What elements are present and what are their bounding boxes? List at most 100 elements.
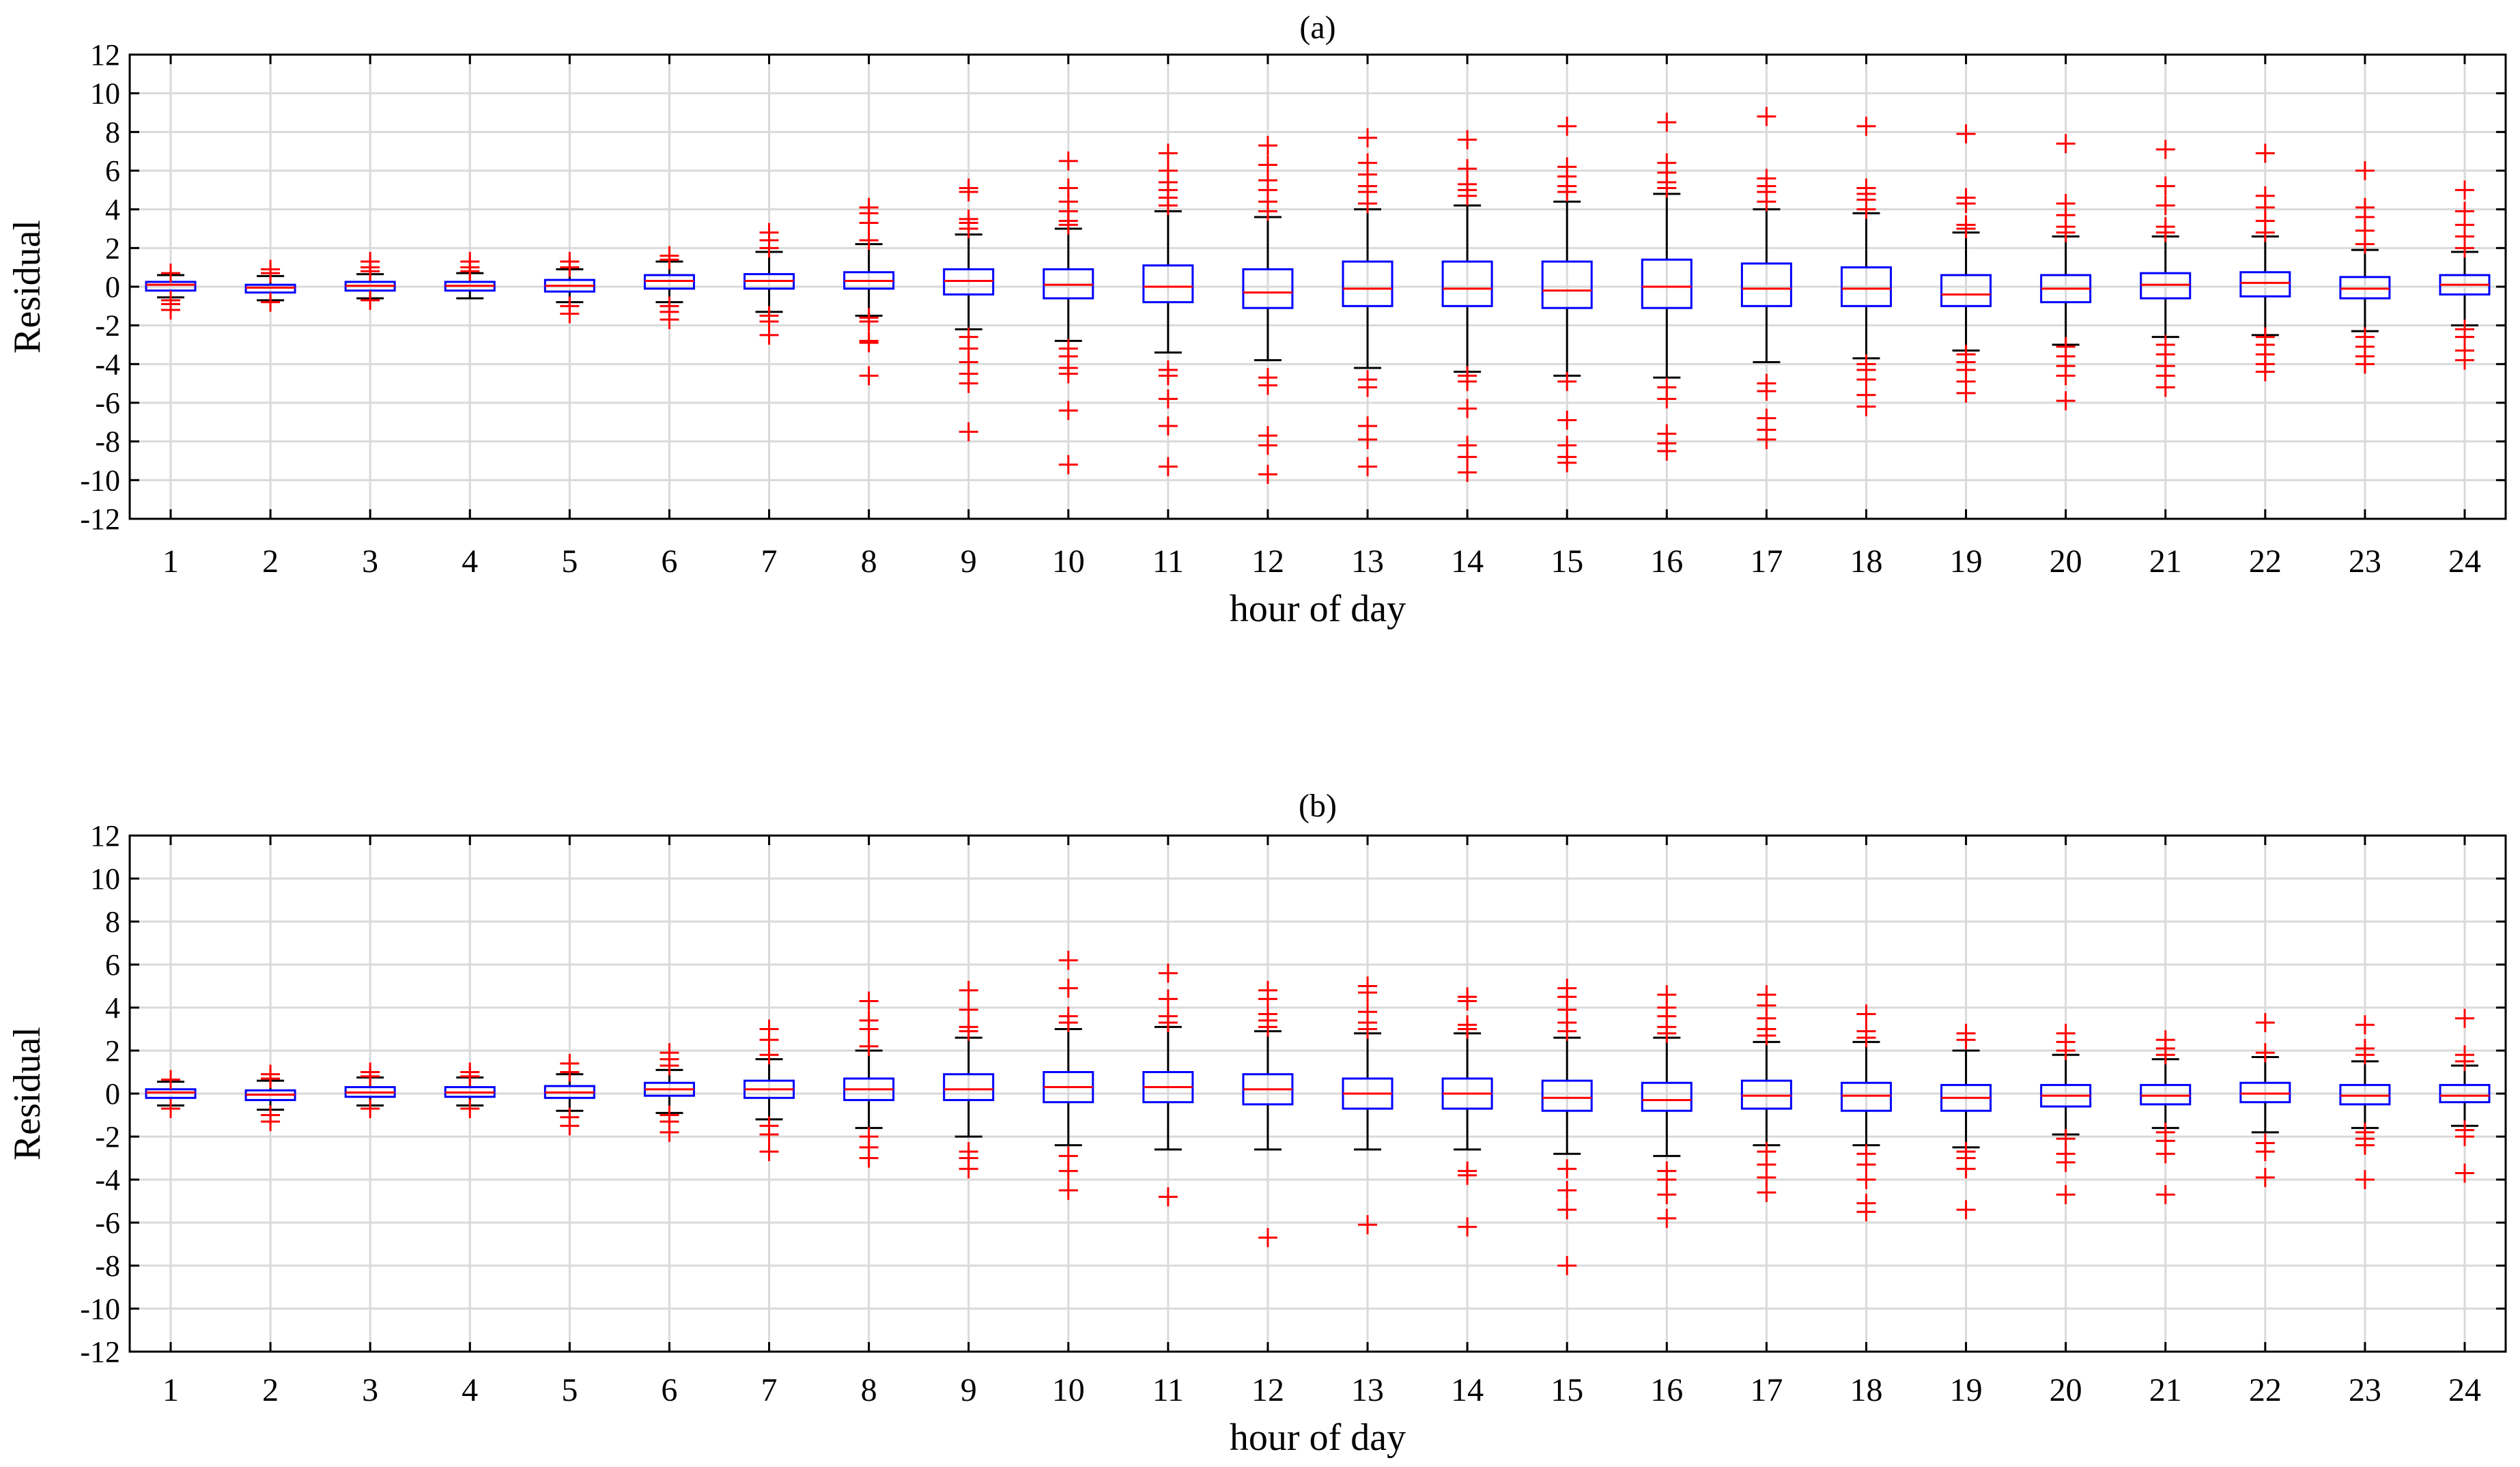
box-hour-8 [843,991,895,1168]
outlier-point [1358,976,1378,996]
outlier-point [2455,201,2474,221]
x-tick-label: 1 [162,543,179,580]
box-hour-1 [145,264,197,319]
x-tick-label: 3 [362,1372,378,1408]
outlier-point [1058,1146,1078,1166]
outlier-point [560,252,580,272]
x-tick-label: 13 [1351,1372,1384,1408]
x-tick-label: 13 [1351,543,1384,580]
panel-b-title: (b) [1299,788,1337,824]
iqr-box [1441,260,1493,307]
outlier-point [2255,186,2275,205]
x-tick-label: 4 [462,543,478,580]
y-tick-label: 6 [105,154,120,188]
outlier-point [1856,1193,1876,1213]
outlier-point [1058,151,1078,171]
y-tick-label: -10 [80,1292,120,1326]
iqr-box [2140,1083,2192,1106]
outlier-point [2455,180,2474,200]
outlier-point [1557,1256,1577,1275]
outlier-point [261,1064,281,1084]
box-hour-14 [1441,130,1493,482]
outlier-point [161,1070,180,1089]
outlier-point [1058,339,1078,358]
outlier-point [161,1099,180,1119]
x-tick-label: 23 [2349,1372,2381,1408]
box-hour-1 [145,1070,197,1119]
outlier-point [1158,1187,1178,1207]
outlier-point [2455,1045,2474,1065]
y-tick-label: -12 [80,1335,120,1369]
outlier-point [1258,368,1277,388]
outlier-point [1657,424,1677,444]
outlier-point [2155,335,2175,354]
box-hour-4 [444,252,496,300]
outlier-point [1358,370,1378,389]
outlier-point [660,296,679,316]
outlier-point [959,178,978,198]
x-tick-label: 17 [1750,543,1783,580]
y-tick-label: 12 [90,819,120,853]
panel-a-title: (a) [1299,10,1335,46]
y-tick-label: 4 [105,991,120,1025]
box-hour-5 [543,252,595,324]
outlier-point [1657,378,1677,397]
outlier-point [2255,1013,2275,1033]
outlier-point [859,1010,879,1030]
x-tick-label: 5 [561,543,578,580]
x-tick-label: 14 [1451,1372,1484,1408]
outlier-point [360,252,380,272]
y-tick-label: 4 [105,193,120,227]
y-tick-label: -4 [95,347,120,381]
x-tick-label: 24 [2448,543,2481,580]
x-tick-label: 4 [462,1372,478,1408]
outlier-point [859,231,879,250]
box-hour-18 [1840,116,1892,416]
outlier-point [759,1019,779,1039]
outlier-point [1358,1215,1378,1235]
x-tick-label: 7 [761,543,778,580]
outlier-point [560,1053,580,1073]
x-tick-label: 2 [262,543,279,580]
outlier-point [1358,153,1378,173]
iqr-box [2339,1083,2391,1106]
y-tick-label: 10 [90,862,120,896]
x-tick-label: 14 [1451,543,1484,580]
outlier-point [1657,153,1677,173]
outlier-point [959,1142,978,1162]
outlier-point [1956,1142,1976,1162]
outlier-point [1856,1021,1876,1041]
box-hour-23 [2339,161,2391,374]
outlier-point [1557,116,1577,136]
x-tick-label: 21 [2149,1372,2182,1408]
outlier-point [1258,980,1277,1000]
outlier-point [1158,360,1178,380]
outlier-point [759,223,779,242]
x-tick-label: 5 [561,1372,578,1408]
outlier-point [2255,143,2275,163]
x-tick-label: 2 [262,1372,279,1408]
box-hour-4 [444,1062,496,1119]
outlier-point [1258,136,1277,156]
iqr-box [1840,266,1892,307]
iqr-box [1740,262,1792,307]
box-hour-5 [543,1053,595,1136]
outlier-point [859,1127,879,1146]
box-hour-7 [744,223,795,345]
outlier-point [1058,978,1078,998]
outlier-point [1557,1180,1577,1200]
outlier-point [759,1142,779,1162]
outlier-point [1856,1144,1876,1164]
outlier-point [1058,1180,1078,1200]
outlier-point [560,296,580,316]
box-hour-21 [2140,139,2192,397]
box-hour-16 [1641,113,1693,461]
box-hour-6 [643,246,695,330]
box-hour-10 [1043,151,1094,474]
box-hour-15 [1541,116,1593,472]
outlier-point [959,327,978,347]
box-hour-17 [1740,106,1792,449]
